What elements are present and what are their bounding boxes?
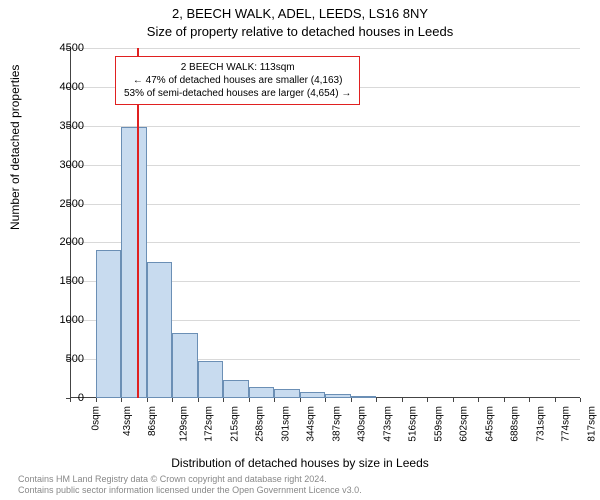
x-tick-label: 215sqm (229, 406, 240, 442)
chart-container: 2, BEECH WALK, ADEL, LEEDS, LS16 8NY Siz… (0, 0, 600, 500)
x-tick-label: 602sqm (459, 406, 470, 442)
x-tick-label: 129sqm (178, 406, 189, 442)
x-tick-mark (453, 398, 454, 402)
y-tick-label: 4500 (44, 42, 84, 54)
histogram-bar (300, 392, 326, 398)
plot-area: 2 BEECH WALK: 113sqm← 47% of detached ho… (70, 48, 580, 398)
histogram-bar (325, 394, 351, 398)
y-tick-label: 2000 (44, 236, 84, 248)
y-tick-label: 0 (44, 392, 84, 404)
histogram-bar (96, 250, 122, 398)
x-tick-label: 172sqm (204, 406, 215, 442)
histogram-bar (147, 262, 173, 398)
x-tick-mark (147, 398, 148, 402)
x-tick-label: 645sqm (484, 406, 495, 442)
x-tick-label: 817sqm (586, 406, 597, 442)
gridline-h (70, 48, 580, 49)
footer-line2: Contains public sector information licen… (18, 485, 362, 496)
x-tick-mark (300, 398, 301, 402)
x-tick-mark (529, 398, 530, 402)
annotation-box: 2 BEECH WALK: 113sqm← 47% of detached ho… (115, 56, 360, 105)
gridline-h (70, 204, 580, 205)
y-tick-label: 4000 (44, 81, 84, 93)
x-tick-mark (172, 398, 173, 402)
x-tick-label: 731sqm (535, 406, 546, 442)
chart-title-sub: Size of property relative to detached ho… (0, 24, 600, 39)
gridline-h (70, 126, 580, 127)
gridline-h (70, 242, 580, 243)
y-tick-label: 1500 (44, 275, 84, 287)
x-tick-mark (580, 398, 581, 402)
x-tick-mark (555, 398, 556, 402)
histogram-bar (274, 389, 300, 398)
x-tick-mark (274, 398, 275, 402)
histogram-bar (249, 387, 275, 398)
x-tick-label: 774sqm (561, 406, 572, 442)
histogram-bar (223, 380, 249, 398)
x-tick-mark (325, 398, 326, 402)
annotation-line2: ← 47% of detached houses are smaller (4,… (124, 74, 351, 87)
histogram-bar (351, 396, 377, 398)
y-tick-label: 2500 (44, 198, 84, 210)
x-tick-label: 86sqm (147, 406, 158, 436)
x-tick-label: 516sqm (408, 406, 419, 442)
annotation-line3: 53% of semi-detached houses are larger (… (124, 87, 351, 100)
y-axis-label: Number of detached properties (8, 65, 22, 230)
gridline-h (70, 165, 580, 166)
x-tick-label: 258sqm (255, 406, 266, 442)
y-tick-label: 1000 (44, 314, 84, 326)
x-tick-label: 688sqm (510, 406, 521, 442)
histogram-bar (121, 127, 147, 398)
x-tick-mark (249, 398, 250, 402)
x-tick-label: 430sqm (357, 406, 368, 442)
x-tick-mark (198, 398, 199, 402)
x-tick-mark (376, 398, 377, 402)
x-tick-mark (504, 398, 505, 402)
x-tick-label: 473sqm (382, 406, 393, 442)
histogram-bar (198, 361, 224, 398)
x-tick-mark (402, 398, 403, 402)
annotation-line1: 2 BEECH WALK: 113sqm (124, 61, 351, 74)
histogram-bar (172, 333, 198, 398)
y-tick-label: 500 (44, 353, 84, 365)
y-tick-label: 3500 (44, 120, 84, 132)
x-axis-label: Distribution of detached houses by size … (0, 456, 600, 470)
chart-title-main: 2, BEECH WALK, ADEL, LEEDS, LS16 8NY (0, 6, 600, 21)
x-tick-label: 301sqm (280, 406, 291, 442)
x-tick-label: 387sqm (331, 406, 342, 442)
x-tick-label: 344sqm (306, 406, 317, 442)
x-tick-mark (96, 398, 97, 402)
y-tick-label: 3000 (44, 159, 84, 171)
x-tick-mark (351, 398, 352, 402)
footer-attribution: Contains HM Land Registry data © Crown c… (18, 474, 362, 496)
x-tick-mark (121, 398, 122, 402)
x-tick-mark (223, 398, 224, 402)
x-tick-label: 0sqm (90, 406, 101, 430)
y-axis-line (70, 48, 71, 398)
footer-line1: Contains HM Land Registry data © Crown c… (18, 474, 362, 485)
x-tick-mark (478, 398, 479, 402)
x-tick-label: 43sqm (122, 406, 133, 436)
x-tick-label: 559sqm (433, 406, 444, 442)
x-tick-mark (427, 398, 428, 402)
